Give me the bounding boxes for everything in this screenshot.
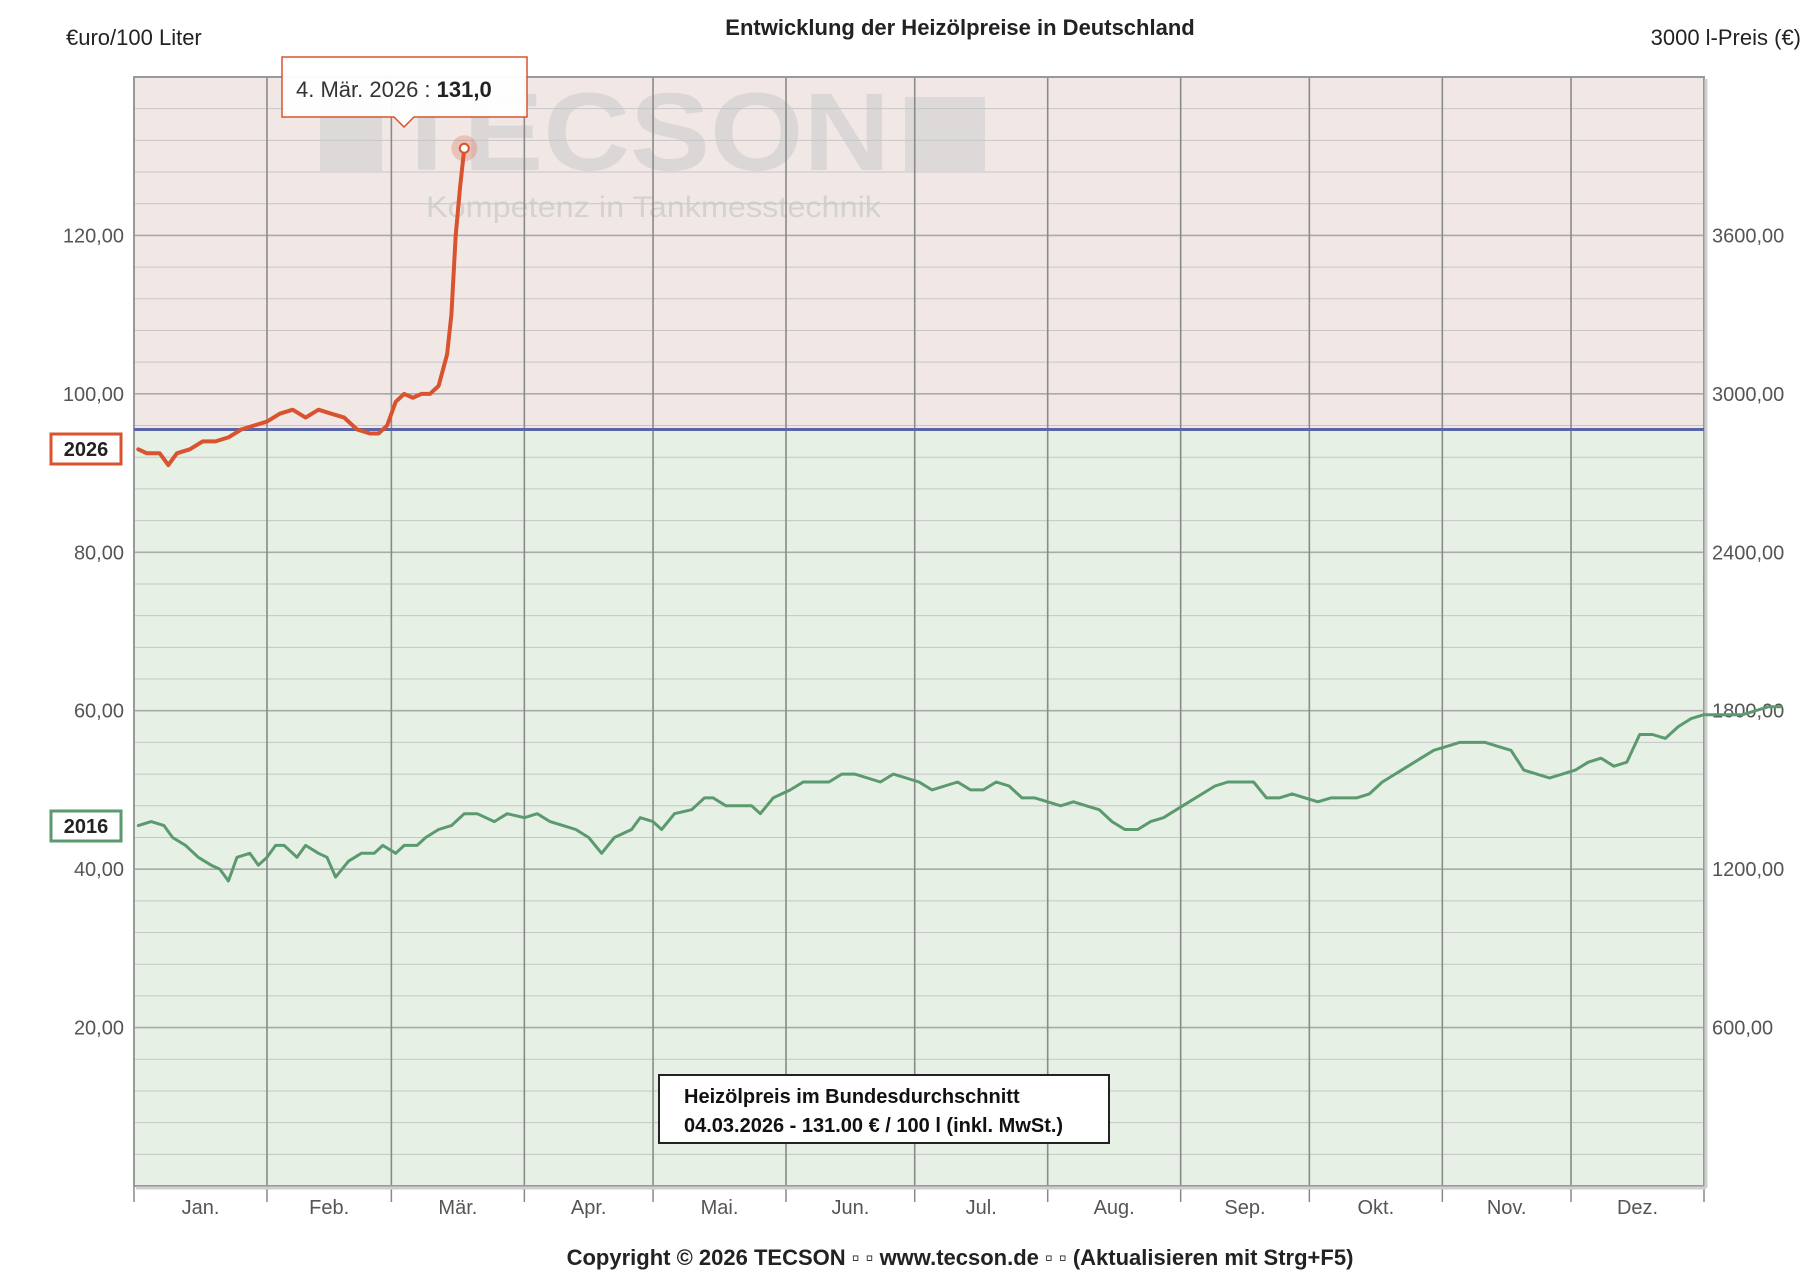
series-line-2026 bbox=[136, 146, 467, 468]
y-axis-left-label: €uro/100 Liter bbox=[66, 25, 202, 50]
y-left-tick-label: 120,00 bbox=[63, 225, 124, 247]
month-label: Okt. bbox=[1358, 1197, 1395, 1219]
plot-border bbox=[133, 76, 1705, 1187]
month-label: Nov. bbox=[1487, 1197, 1527, 1219]
legend-2026-box bbox=[49, 432, 123, 466]
y-axis-right-ticks: 600,001200,001800,002400,003000,003600,0… bbox=[1712, 225, 1784, 1039]
x-axis-month-labels: Jan. Feb. Mär. Apr. Mai. Jun. Jul. Aug. Sep. Okt.… bbox=[182, 1197, 1658, 1219]
month-label: Apr. bbox=[571, 1197, 607, 1219]
plot-frame bbox=[133, 76, 1708, 1190]
y-left-tick-label: 100,00 bbox=[63, 384, 124, 406]
month-label: Jan. bbox=[182, 1197, 220, 1219]
y-axis-left-ticks: 20,00 40,00 60,00 80,00 100,00 120,00 bbox=[63, 225, 124, 1039]
y-right-tick-label: 600,00 bbox=[1712, 1018, 1773, 1040]
month-label: Sep. bbox=[1224, 1197, 1265, 1219]
month-label: Jul. bbox=[966, 1197, 997, 1219]
legend-2026[interactable]: 2026 bbox=[49, 432, 123, 466]
info-box: Heizölpreis im Bundesdurchschnitt 04.03.… bbox=[658, 1074, 1110, 1144]
y-right-tick-label: 2400,00 bbox=[1712, 542, 1784, 564]
month-label: Mai. bbox=[701, 1197, 739, 1219]
y-right-tick-label: 1200,00 bbox=[1712, 859, 1784, 881]
info-line-2: 04.03.2026 - 131.00 € / 100 l (inkl. MwS… bbox=[684, 1115, 1063, 1137]
copyright-footer: Copyright © 2026 TECSON ▫ ▫ www.tecson.d… bbox=[567, 1245, 1354, 1270]
y-left-tick-label: 60,00 bbox=[74, 701, 124, 723]
series-layer bbox=[136, 135, 1783, 883]
month-label: Mär. bbox=[438, 1197, 477, 1219]
price-band-lower bbox=[134, 429, 1704, 1187]
legend-2016-box bbox=[49, 809, 123, 843]
info-box-frame bbox=[658, 1074, 1110, 1144]
y-axis-right-label: 3000 l-Preis (€) bbox=[1651, 25, 1801, 50]
info-line-1: Heizölpreis im Bundesdurchschnitt bbox=[684, 1086, 1020, 1108]
y-right-tick-label: 3000,00 bbox=[1712, 384, 1784, 406]
watermark-block-right bbox=[905, 97, 985, 171]
y-left-tick-label: 80,00 bbox=[74, 542, 124, 564]
tooltip-value: 131,0 bbox=[437, 77, 492, 102]
y-right-tick-label: 3600,00 bbox=[1712, 225, 1784, 247]
series-line-2016 bbox=[136, 705, 1783, 883]
chart-title: Entwicklung der Heizölpreise in Deutschl… bbox=[725, 15, 1194, 40]
tooltip-text: 4. Mär. 2026 : 131,0 bbox=[296, 77, 492, 102]
legend-2016[interactable]: 2016 bbox=[49, 809, 123, 843]
month-label: Feb. bbox=[309, 1197, 349, 1219]
y-left-tick-label: 20,00 bbox=[74, 1018, 124, 1040]
tooltip-box bbox=[281, 56, 528, 129]
tooltip-date: 4. Mär. 2026 : bbox=[296, 77, 437, 102]
watermark-tagline: Kompetenz in Tankmesstechnik bbox=[426, 191, 882, 224]
y-left-tick-label: 40,00 bbox=[74, 859, 124, 881]
data-tooltip: 4. Mär. 2026 : 131,0 bbox=[281, 56, 528, 129]
legend-2026-label: 2026 bbox=[64, 439, 109, 461]
month-label: Jun. bbox=[831, 1197, 869, 1219]
month-label: Aug. bbox=[1094, 1197, 1135, 1219]
legend-2016-label: 2016 bbox=[64, 816, 109, 838]
month-gridlines bbox=[133, 77, 1705, 1202]
month-label: Dez. bbox=[1617, 1197, 1658, 1219]
highlight-point bbox=[458, 142, 470, 154]
